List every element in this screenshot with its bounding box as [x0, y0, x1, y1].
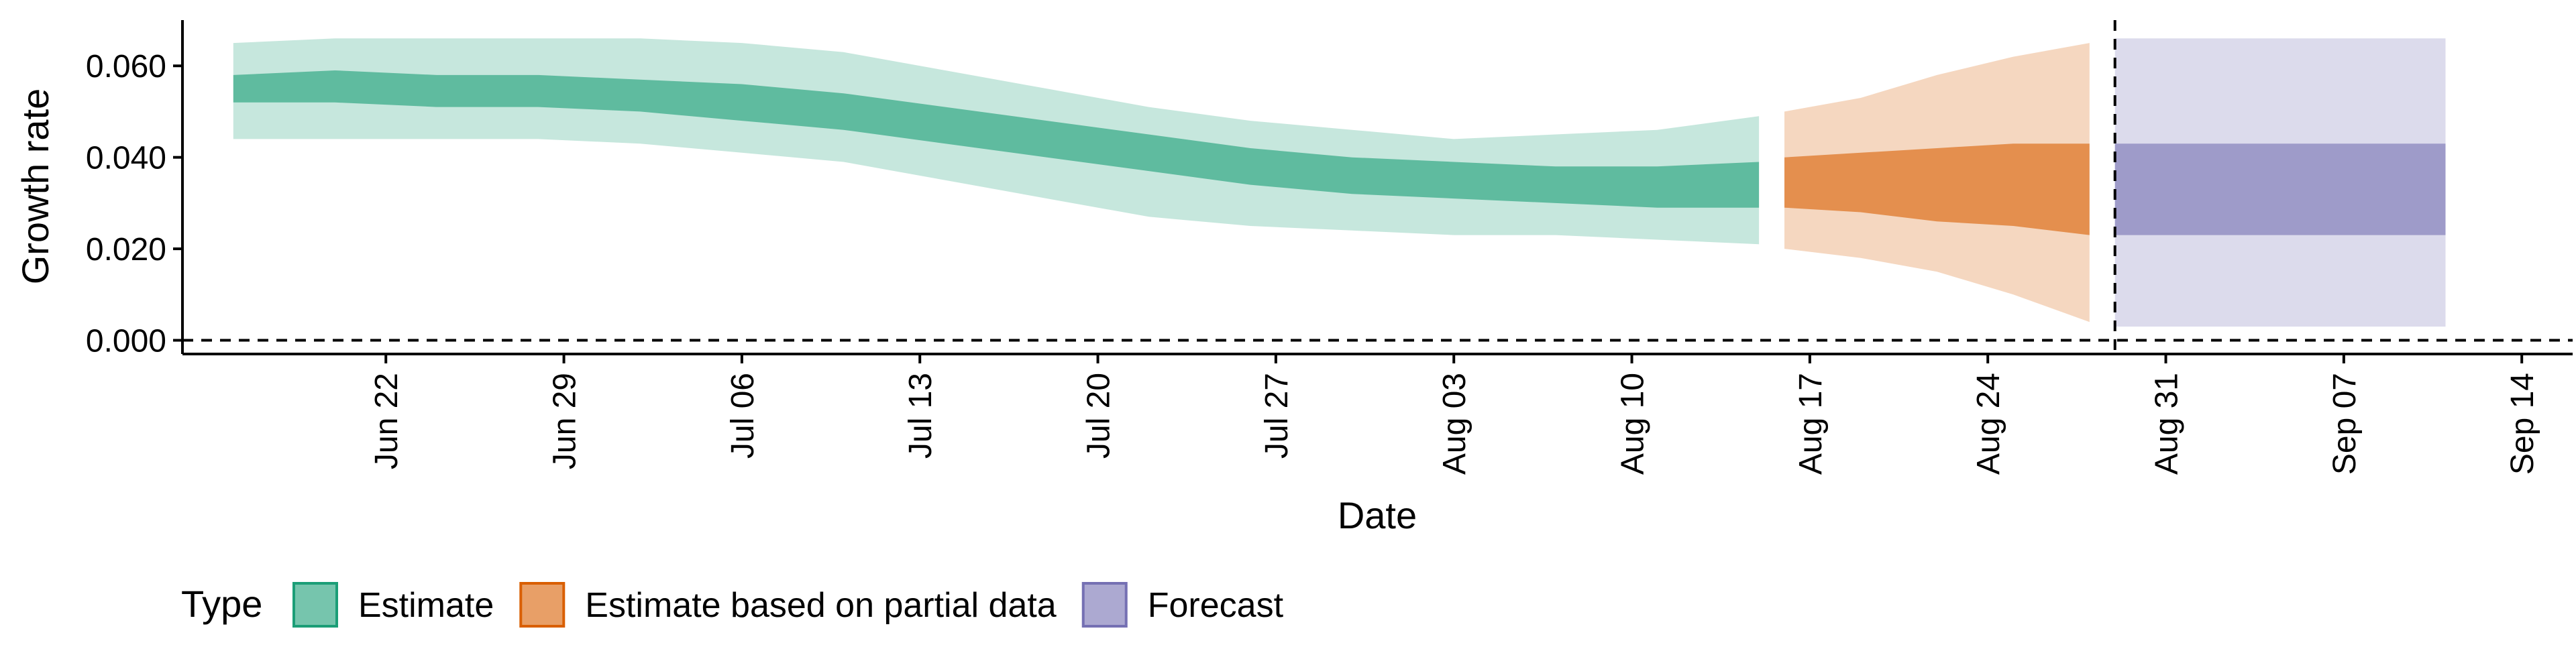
x-tick-label: Aug 03: [1437, 373, 1472, 475]
legend-item-forecast: Forecast: [1081, 582, 1284, 628]
x-tick-label: Sep 14: [2505, 373, 2540, 475]
x-tick-label: Aug 10: [1615, 373, 1651, 475]
x-tick-label: Jun 22: [369, 373, 405, 469]
bands-layer: [233, 38, 2446, 327]
legend: Type Estimate Estimate based on partial d…: [181, 582, 1284, 628]
axes-layer: 0.000 0.020 0.040 0.060 Jun 22 Jun 29 Jul 06 Ju…: [86, 20, 2573, 475]
forecast-inner-band: [2114, 143, 2446, 235]
y-axis-label: Growth rate: [14, 89, 56, 285]
x-tick-label: Aug 17: [1793, 373, 1829, 475]
x-tick-label: Jun 29: [547, 373, 583, 469]
legend-swatch: [292, 582, 338, 628]
legend-item-estimate: Estimate: [292, 582, 494, 628]
x-tick-label: Aug 31: [2149, 373, 2185, 475]
x-tick-label: Jul 13: [903, 373, 938, 459]
legend-label: Estimate: [358, 586, 494, 625]
y-tick-label: 0.020: [86, 232, 166, 268]
legend-swatch: [1081, 582, 1128, 628]
legend-title: Type: [181, 583, 262, 625]
x-tick-label: Sep 07: [2327, 373, 2363, 475]
y-tick-label: 0.000: [86, 324, 166, 359]
x-tick-label: Jul 20: [1081, 373, 1117, 459]
reference-lines-layer: [182, 20, 2573, 354]
legend-label: Forecast: [1148, 586, 1284, 625]
x-tick-label: Jul 27: [1259, 373, 1295, 459]
legend-item-estimate-based-on-partial-data: Estimate based on partial data: [519, 582, 1057, 628]
x-tick-label: Jul 06: [725, 373, 761, 459]
estimate-inner-band: [233, 70, 1760, 208]
legend-swatch: [519, 582, 566, 628]
estimate-based-on-partial-data-inner-band: [1784, 143, 2090, 235]
legend-label: Estimate based on partial data: [585, 586, 1057, 625]
x-axis-label: Date: [1338, 494, 1417, 536]
x-tick-label: Aug 24: [1971, 373, 2006, 475]
y-tick-label: 0.060: [86, 49, 166, 84]
y-tick-label: 0.040: [86, 141, 166, 176]
